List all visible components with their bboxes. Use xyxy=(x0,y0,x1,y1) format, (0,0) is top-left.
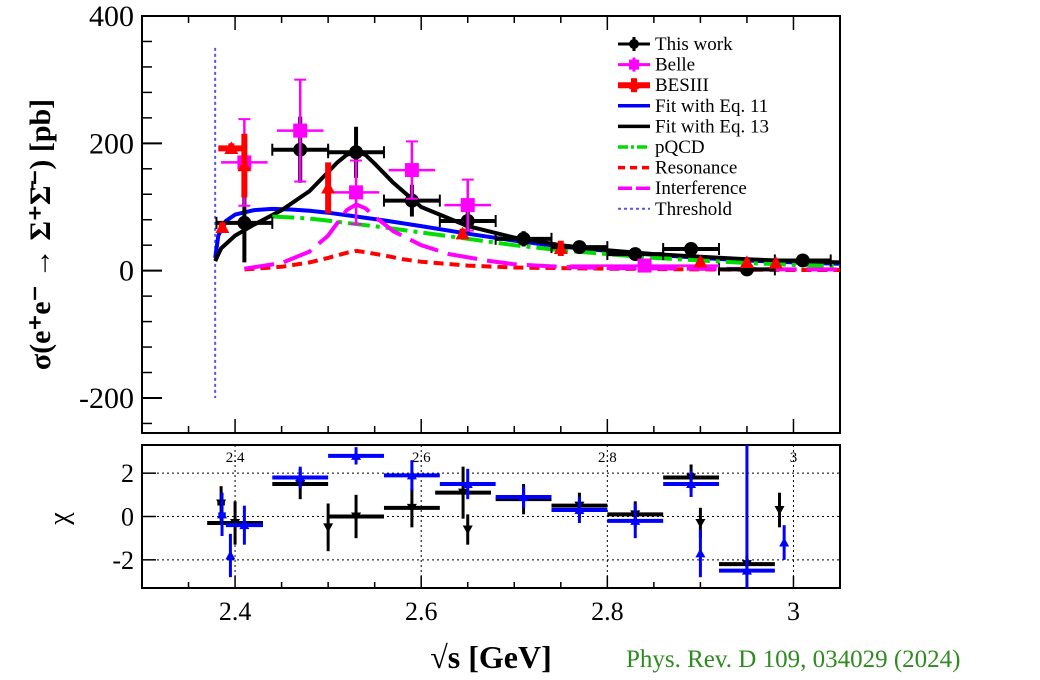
data-point xyxy=(795,253,810,268)
x-tick-label: 3 xyxy=(787,597,800,626)
x-tick-label-top: 2.6 xyxy=(412,450,431,466)
data-point xyxy=(237,158,252,172)
data-point xyxy=(460,198,475,213)
residual-point xyxy=(695,519,706,528)
data-point xyxy=(693,254,708,268)
data-point xyxy=(215,220,230,233)
x-tick-label-top: 2.8 xyxy=(598,450,617,466)
data-point xyxy=(739,255,754,268)
data-point xyxy=(349,145,364,160)
legend-marker xyxy=(629,80,639,90)
legend-label: Interference xyxy=(655,178,747,199)
residual-point xyxy=(295,472,306,482)
residual-point xyxy=(458,488,469,498)
residual-point xyxy=(406,470,417,480)
residual-point xyxy=(462,479,473,488)
data-point xyxy=(321,180,336,194)
x-tick-label-top: 3 xyxy=(790,450,798,466)
legend-label: Fit with Eq. 11 xyxy=(655,96,768,117)
data-point xyxy=(572,240,587,255)
legend-label: pQCD xyxy=(655,137,705,158)
residual-series-black xyxy=(207,464,782,573)
legend-label: BESIII xyxy=(655,75,709,96)
top-plot-frame xyxy=(141,15,841,434)
data-point xyxy=(237,215,252,230)
x-tick-label: 2.6 xyxy=(405,597,438,626)
residual-point xyxy=(351,450,362,460)
residual-point xyxy=(686,479,697,488)
legend-label: Resonance xyxy=(655,158,737,179)
residual-point xyxy=(323,523,334,533)
residual-point xyxy=(774,506,785,515)
legend-label: Fit with Eq. 13 xyxy=(655,116,769,137)
residual-point xyxy=(630,515,641,525)
y-tick-label: 200 xyxy=(89,127,134,160)
residual-point xyxy=(217,509,228,519)
residual-point xyxy=(225,550,236,560)
curve-resonance xyxy=(244,248,840,272)
data-point xyxy=(404,163,419,178)
citation-text: Phys. Rev. D 109, 034029 (2024) xyxy=(626,646,961,673)
legend-item: pQCD xyxy=(618,137,705,158)
data-point xyxy=(637,258,652,273)
data-point xyxy=(553,241,568,254)
residual-point xyxy=(695,548,706,558)
chi-axis-label: χ xyxy=(44,512,75,526)
residual-point xyxy=(406,503,417,513)
residual-point xyxy=(518,492,529,501)
x-axis-label: √s [GeV] xyxy=(430,639,552,675)
legend-item: Resonance xyxy=(618,158,737,179)
x-tick-label-top: 2.4 xyxy=(226,450,245,466)
legend-item: Fit with Eq. 13 xyxy=(618,116,769,137)
legend-item: Threshold xyxy=(618,199,733,220)
data-point xyxy=(628,247,643,262)
curve-interference xyxy=(244,202,840,272)
legend-marker xyxy=(629,39,639,49)
legend-label: This work xyxy=(655,34,733,55)
data-point xyxy=(684,242,699,257)
data-point xyxy=(455,226,470,240)
y-tick-label: 2 xyxy=(121,459,134,488)
data-point xyxy=(224,141,239,155)
y-tick-label: 0 xyxy=(121,503,134,532)
residual-point xyxy=(574,505,585,514)
data-point xyxy=(404,193,419,208)
x-tick-label: 2.4 xyxy=(219,597,252,626)
y-axis-label: σ(e⁺e⁻ → Σ⁺Σ̄⁻) [pb] xyxy=(24,99,57,370)
y-tick-label: -200 xyxy=(79,382,134,415)
residual-point xyxy=(239,520,250,530)
data-point xyxy=(516,231,531,246)
bottom-plot-frame xyxy=(141,444,841,589)
residual-point xyxy=(779,537,790,547)
y-tick-label: 400 xyxy=(89,0,134,33)
curve-fit-with-eq-13 xyxy=(213,150,841,265)
legend-marker xyxy=(629,59,639,70)
legend-item: Interference xyxy=(618,178,747,199)
residual-point xyxy=(351,512,362,522)
data-point xyxy=(768,256,783,269)
y-tick-label: 0 xyxy=(119,255,134,288)
legend-label: Belle xyxy=(655,55,695,76)
legend-label: Threshold xyxy=(655,199,733,220)
x-tick-label: 2.8 xyxy=(591,597,624,626)
data-point xyxy=(349,185,364,200)
data-point xyxy=(293,123,308,138)
legend-item: Fit with Eq. 11 xyxy=(618,96,768,117)
residual-point xyxy=(741,565,752,575)
y-tick-label: -2 xyxy=(112,546,134,575)
residual-point xyxy=(462,525,473,535)
